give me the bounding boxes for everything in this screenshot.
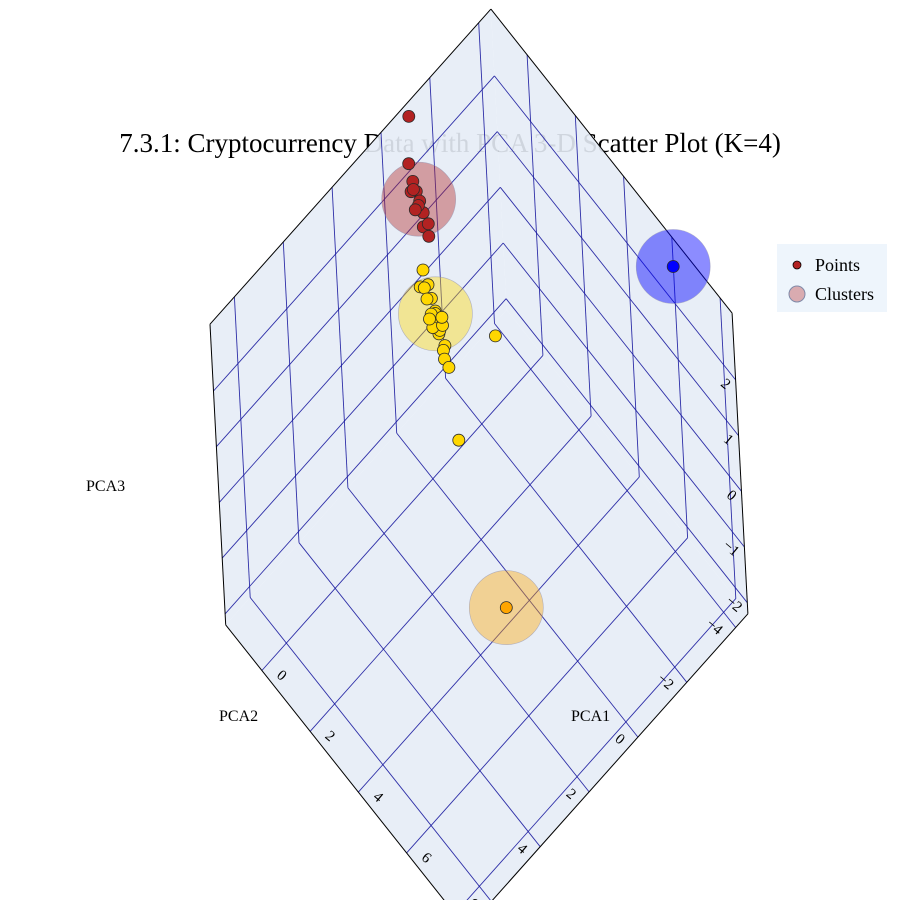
- gridline-z-back: [216, 131, 498, 447]
- legend-points-label: Points: [815, 254, 861, 275]
- y-axis-title: PCA2: [219, 708, 258, 725]
- legend-item-points[interactable]: Points: [777, 252, 860, 278]
- y-tick-label: −2: [654, 671, 677, 694]
- gridline-x-floor: [309, 415, 592, 732]
- gridline-y-back: [233, 296, 251, 598]
- gridline-y-floor: [347, 487, 590, 793]
- data-point-0-0: [402, 110, 416, 123]
- gridline-y-floor: [494, 323, 737, 628]
- gridline-x-side: [623, 176, 640, 478]
- gridline-z-side: [502, 242, 745, 548]
- gridline-y-floor: [445, 378, 688, 683]
- pane-floor: [225, 309, 748, 900]
- gridline-z-back: [218, 187, 501, 503]
- legend-clusters-label: Clusters: [815, 283, 875, 304]
- legend-clusters-marker-icon: [777, 281, 813, 307]
- legend-points-marker-icon: [777, 252, 813, 278]
- data-point-1-19: [442, 360, 456, 374]
- pane-border-edge: [209, 8, 492, 325]
- gridline-x-side: [526, 54, 544, 356]
- gridline-y-floor: [396, 432, 639, 738]
- gridline-y-back: [478, 22, 495, 324]
- data-point-0-9: [422, 229, 436, 243]
- gridline-x-side: [574, 115, 592, 417]
- data-point-0-8: [421, 217, 435, 231]
- pane-border-edge: [490, 8, 733, 314]
- legend-item-clusters[interactable]: Clusters: [777, 281, 874, 307]
- gridline-z-side: [496, 131, 739, 436]
- pane-border-edge: [731, 313, 749, 614]
- data-point-1-10: [420, 292, 434, 306]
- gridline-z-side: [505, 298, 748, 603]
- gridline-y-back: [282, 241, 300, 543]
- data-point-1-20: [488, 329, 502, 343]
- data-point-3-0: [666, 260, 680, 273]
- gridline-z-side: [494, 75, 736, 381]
- pane-borders: [209, 8, 749, 900]
- data-point-0-1: [402, 157, 416, 171]
- gridline-z-back: [224, 298, 507, 615]
- gridline-y-floor: [249, 597, 491, 900]
- data-point-1-16: [423, 312, 436, 326]
- data-point-1-0: [416, 263, 430, 277]
- gridline-y-back: [331, 187, 349, 488]
- data-point-0-12: [406, 183, 420, 196]
- gridlines: [213, 22, 748, 900]
- gridline-x-floor: [466, 598, 737, 900]
- pane-border-edge: [209, 324, 227, 625]
- data-point-1-21: [452, 433, 466, 447]
- gridline-z-back: [221, 242, 504, 559]
- pane-border-edge: [492, 613, 749, 900]
- data-points: [402, 110, 680, 614]
- gridline-x-floor: [261, 355, 544, 671]
- gridline-y-back: [380, 132, 398, 434]
- z-tick-label: −2: [722, 593, 745, 616]
- y-tick-label: 6: [465, 895, 481, 900]
- data-point-1-3: [417, 281, 431, 295]
- gridline-z-side: [499, 187, 742, 492]
- gridline-y-floor: [298, 542, 541, 847]
- data-point-0-10: [408, 203, 422, 217]
- data-point-2-0: [499, 601, 513, 614]
- z-axis-title: PCA3: [86, 478, 125, 495]
- gridline-x-floor: [358, 476, 640, 793]
- gridline-x-floor: [406, 537, 688, 854]
- chart-panes: [210, 9, 748, 900]
- gridline-x-side: [719, 297, 737, 599]
- data-point-1-18: [435, 310, 449, 324]
- pane-border-edge: [225, 624, 445, 900]
- gridline-x-side: [671, 237, 689, 538]
- pane-back-wall: [210, 9, 507, 625]
- gridline-z-back: [213, 75, 495, 392]
- z-tick-label: −1: [720, 538, 743, 561]
- x-axis-title: PCA1: [571, 708, 610, 725]
- legend[interactable]: Points Clusters: [777, 244, 887, 312]
